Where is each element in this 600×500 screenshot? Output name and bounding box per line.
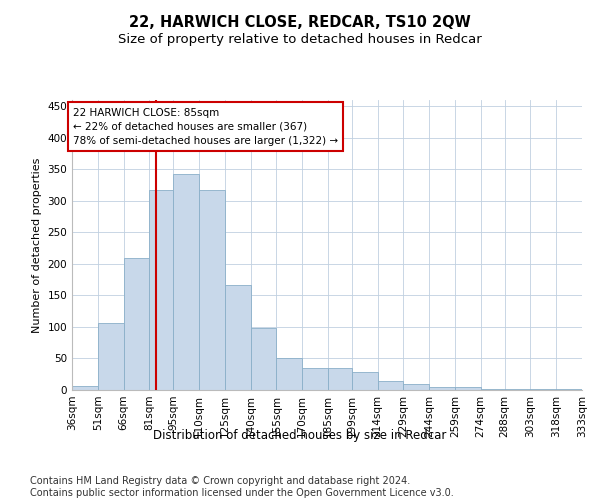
Bar: [352, 372, 377, 390]
Bar: [72, 386, 98, 390]
Text: Distribution of detached houses by size in Redcar: Distribution of detached houses by size …: [154, 428, 446, 442]
Bar: [302, 368, 328, 390]
Text: 22, HARWICH CLOSE, REDCAR, TS10 2QW: 22, HARWICH CLOSE, REDCAR, TS10 2QW: [129, 15, 471, 30]
Bar: [277, 358, 302, 390]
Bar: [429, 387, 455, 390]
Bar: [481, 388, 505, 390]
Y-axis label: Number of detached properties: Number of detached properties: [32, 158, 42, 332]
Bar: [377, 380, 403, 390]
Bar: [124, 258, 149, 390]
Text: 22 HARWICH CLOSE: 85sqm
← 22% of detached houses are smaller (367)
78% of semi-d: 22 HARWICH CLOSE: 85sqm ← 22% of detache…: [73, 108, 338, 146]
Bar: [173, 174, 199, 390]
Bar: [251, 328, 277, 390]
Bar: [199, 190, 225, 390]
Bar: [149, 190, 173, 390]
Bar: [225, 286, 251, 390]
Bar: [455, 388, 481, 390]
Text: Size of property relative to detached houses in Redcar: Size of property relative to detached ho…: [118, 32, 482, 46]
Bar: [98, 323, 124, 390]
Bar: [403, 384, 429, 390]
Bar: [328, 368, 352, 390]
Text: Contains HM Land Registry data © Crown copyright and database right 2024.
Contai: Contains HM Land Registry data © Crown c…: [30, 476, 454, 498]
